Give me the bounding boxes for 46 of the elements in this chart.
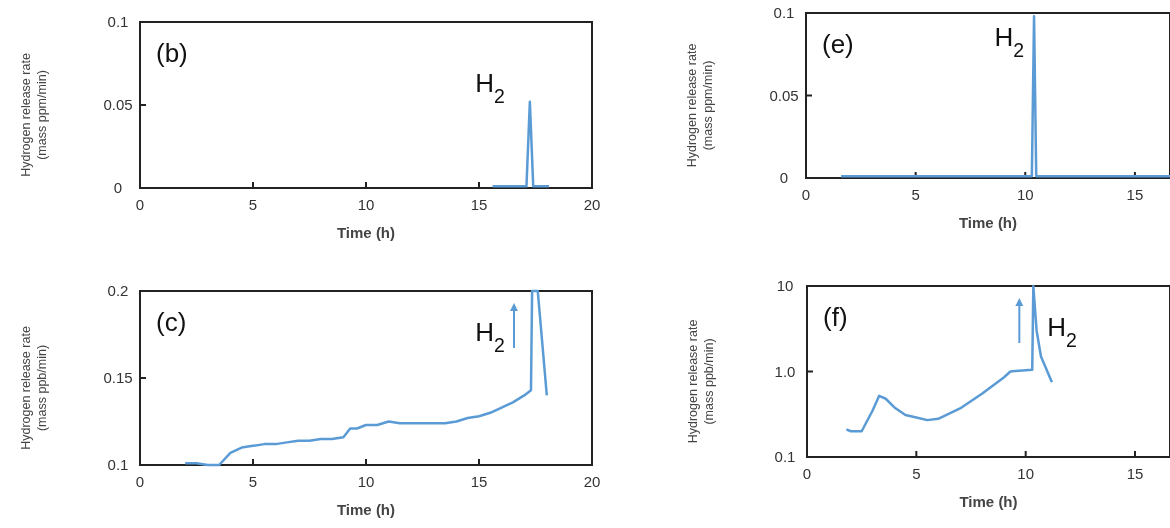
x-tick-label: 5	[248, 196, 258, 213]
x-tick-label: 15	[470, 196, 488, 213]
annotation: (c)	[156, 307, 187, 337]
x-tick-label: 5	[912, 465, 921, 482]
y-tick-label: 0.1	[774, 448, 796, 465]
y-tick-label: 0	[779, 169, 789, 186]
x-tick-label: 10	[357, 473, 375, 490]
line-series	[183, 289, 549, 467]
y-tick-label: 1.0	[774, 362, 796, 380]
x-axis-title: Time (h)	[336, 224, 396, 241]
y-tick-label: 0.1	[107, 13, 129, 30]
annotation: H$_{2}$	[475, 317, 505, 356]
x-tick-label: 15	[1126, 465, 1144, 482]
annotation: H$_{2}$	[475, 67, 505, 107]
annotation: (b)	[156, 38, 188, 68]
y-tick-label: 0.05	[769, 86, 799, 104]
y-tick-label: 10	[776, 277, 794, 294]
y-tick-label: 0.1	[107, 456, 129, 473]
x-tick-label: 10	[1017, 465, 1035, 482]
x-tick-label: 20	[583, 473, 601, 490]
x-axis-title: Time (h)	[336, 501, 396, 518]
annotation: H$_{2}$	[1047, 312, 1077, 351]
annotation: (f)	[823, 302, 848, 332]
y-axis-title: Hydrogen release rate (mass ppm/min)	[19, 53, 49, 177]
y-axis-title: Hydrogen release rate (mass ppb/min)	[686, 319, 716, 444]
annotation: H$_{2}$	[994, 22, 1025, 62]
y-tick-label: 0.05	[103, 96, 133, 113]
x-axis-title: Time (h)	[958, 214, 1018, 231]
x-tick-label: 20	[583, 196, 601, 213]
annotation: (e)	[822, 29, 854, 59]
x-tick-label: 0	[135, 196, 145, 213]
x-tick-label: 5	[248, 473, 258, 490]
x-tick-label: 0	[801, 186, 811, 203]
x-tick-label: 5	[911, 186, 920, 203]
y-tick-label: 0.2	[107, 282, 129, 299]
x-tick-label: 0	[802, 465, 812, 482]
y-axis-title: Hydrogen release rate (mass ppb/min)	[19, 326, 49, 450]
x-tick-label: 15	[470, 473, 488, 490]
y-tick-label: 0.15	[103, 369, 133, 386]
x-tick-label: 15	[1126, 186, 1144, 203]
x-axis-title: Time (h)	[959, 493, 1018, 510]
x-tick-label: 0	[135, 473, 145, 490]
x-tick-label: 10	[357, 196, 375, 213]
y-tick-label: 0.1	[773, 4, 795, 21]
x-tick-label: 10	[1016, 186, 1034, 203]
y-axis-title: Hydrogen release rate (mass ppm/min)	[685, 43, 715, 168]
